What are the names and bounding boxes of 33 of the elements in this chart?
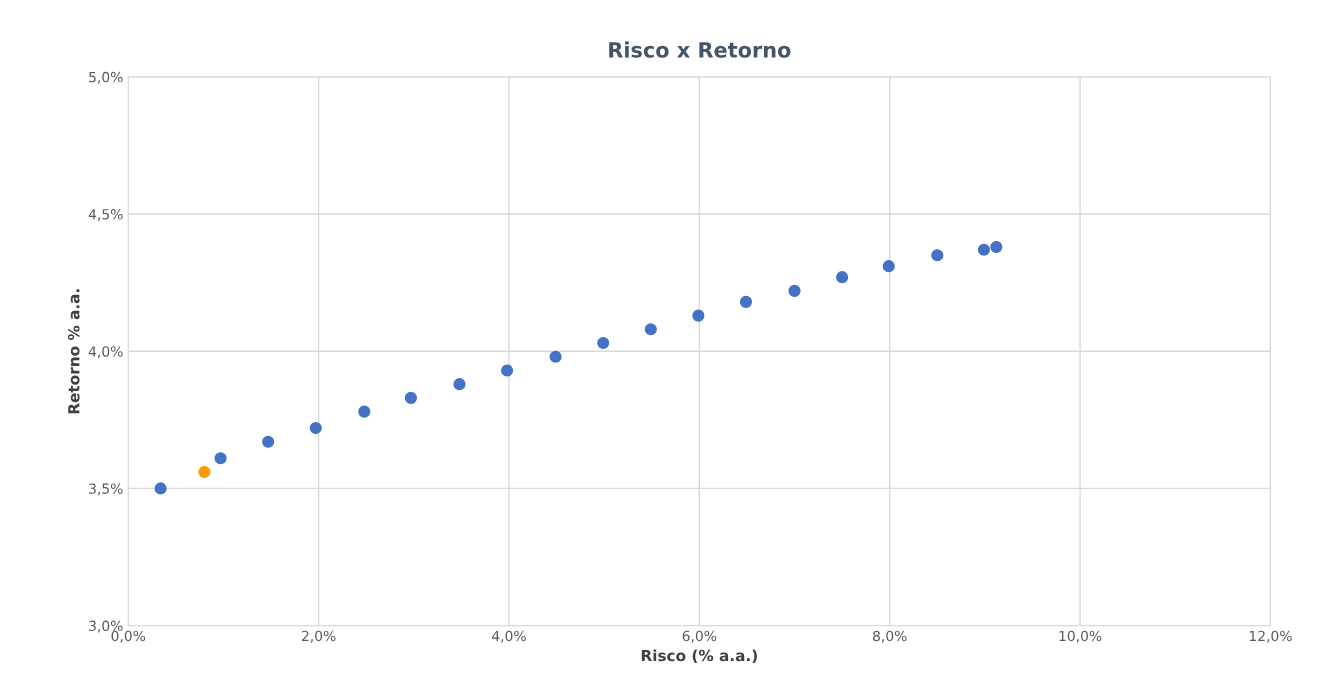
chart-title: Risco x Retorno <box>609 41 791 58</box>
y-tick-label: 3,5% <box>89 483 123 496</box>
y-tick-label: 5,0% <box>89 71 123 84</box>
x-tick-label: 4,0% <box>492 630 526 643</box>
point <box>990 240 1003 254</box>
x-tick-label: 8,0% <box>873 630 907 643</box>
x-tick-label: 2,0% <box>301 630 336 643</box>
x-axis-title: Risco (% a.a.) <box>641 649 757 664</box>
point <box>692 309 705 322</box>
point <box>358 405 371 418</box>
y-axis-title: Retorno % a.a. <box>68 289 80 414</box>
point <box>453 378 466 391</box>
point <box>198 465 211 479</box>
x-tick-label: 6,0% <box>682 630 717 643</box>
point <box>931 249 944 262</box>
x-tick-label: 12,0% <box>1249 630 1292 643</box>
point <box>214 452 227 465</box>
point <box>500 364 514 377</box>
point <box>309 421 322 435</box>
point <box>644 323 657 336</box>
point <box>788 284 801 297</box>
y-tick-label: 4,5% <box>88 209 123 221</box>
y-tick-label: 4,0% <box>88 346 123 359</box>
point <box>154 482 167 495</box>
point <box>882 260 895 273</box>
point <box>404 391 418 404</box>
point <box>836 271 849 284</box>
point <box>262 435 275 448</box>
point <box>597 336 610 350</box>
point <box>739 295 753 308</box>
point <box>549 350 562 363</box>
x-tick-label: 10,0% <box>1059 630 1102 643</box>
point <box>977 243 991 256</box>
